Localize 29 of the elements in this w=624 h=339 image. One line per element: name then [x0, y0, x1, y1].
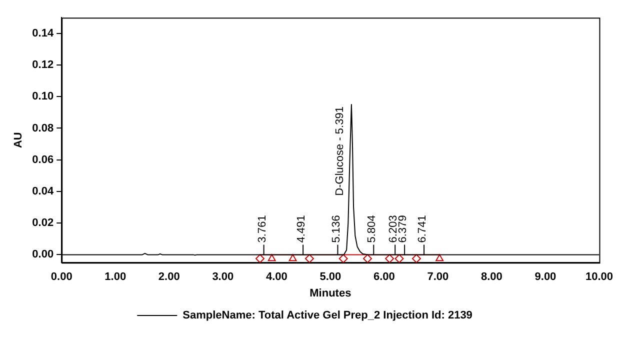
x-tick-label: 8.00 — [481, 271, 502, 284]
annotation: D-Glucose - 5.391 — [334, 106, 346, 196]
legend-label: SampleName: Total Active Gel Prep_2 Injection Id: 2139 — [182, 310, 472, 322]
x-tick-label: 7.00 — [427, 271, 449, 284]
x-tick-label: 4.00 — [266, 271, 288, 284]
x-tick-label: 10.00 — [585, 271, 613, 284]
y-tick-label: 0.10 — [32, 90, 54, 103]
x-axis-title: Minutes — [310, 287, 352, 300]
x-tick-label: 6.00 — [373, 271, 395, 284]
y-tick-label: 0.04 — [32, 186, 54, 198]
x-tick-label: 9.00 — [534, 271, 556, 284]
annotation: 3.761 — [256, 215, 268, 243]
y-tick-label: 0.08 — [32, 122, 54, 134]
y-tick-label: 0.14 — [32, 27, 54, 40]
x-tick-label: 0.00 — [50, 271, 72, 284]
y-axis-title: AU — [12, 132, 25, 148]
y-tick-label: 0.00 — [32, 248, 54, 261]
y-tick-label: 0.12 — [32, 59, 54, 72]
x-tick-label: 2.00 — [158, 271, 180, 284]
x-tick-label: 5.00 — [320, 271, 342, 284]
annotation: 4.491 — [296, 215, 308, 243]
annotation: 6.379 — [397, 215, 410, 243]
annotation: 5.804 — [366, 215, 378, 243]
x-tick-label: 3.00 — [212, 271, 234, 284]
y-tick-label: 0.02 — [32, 217, 54, 230]
x-tick-label: 1.00 — [104, 271, 126, 284]
y-tick-label: 0.06 — [32, 154, 54, 166]
annotation: 5.136 — [330, 215, 342, 243]
annotation: 6.741 — [416, 215, 429, 243]
